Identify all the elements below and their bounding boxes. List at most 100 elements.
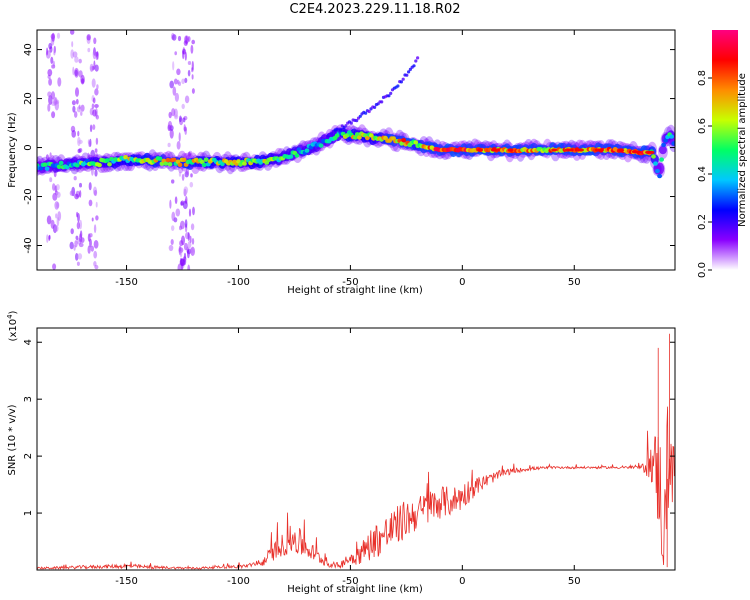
snr-plot-area: [37, 328, 675, 570]
spectrogram-noise-blob: [78, 70, 83, 78]
spectrogram-noise-blob: [72, 105, 76, 113]
spectrogram-noise-blob: [53, 96, 58, 106]
spectrogram-noise-blob: [95, 201, 98, 208]
spectrogram-noise-blob: [77, 253, 83, 260]
spectrogram-noise-blob: [184, 95, 190, 104]
spectrogram-marks: [37, 30, 675, 270]
spectrogram-branch-cell: [407, 70, 411, 74]
spectrogram-peak-cell: [598, 148, 605, 152]
snr-multiplier: (x104): [6, 310, 19, 341]
spectrogram-noise-blob: [47, 91, 52, 98]
spectrogram-ridge-cell: [123, 155, 128, 160]
spectrogram-noise-blob: [77, 212, 80, 223]
spectrogram-noise-blob: [54, 201, 59, 210]
spectrogram-noise-blob: [87, 47, 91, 53]
spectrogram-ridge-cell: [107, 162, 112, 167]
spectrogram-noise-blob: [78, 242, 84, 248]
spectrogram-noise-blob: [78, 104, 81, 110]
snr-axes: -150 -100 -50 0 50 1 2 3 4: [23, 328, 675, 587]
spectrogram-ytick-label: -40: [23, 237, 34, 253]
spectrogram-branch-cell: [399, 80, 403, 84]
spectrogram-noise-blob: [174, 114, 179, 120]
spectrogram-noise-blob: [190, 223, 195, 231]
spectrogram-noise-blob: [48, 78, 52, 86]
spectrogram-ridge-cell: [38, 166, 44, 171]
spectrogram-noise-blob: [184, 77, 188, 83]
colorbar-tick-label: 0.6: [697, 118, 708, 134]
spectrogram-branch-cell: [396, 84, 400, 88]
spectrogram-ridge-cell: [354, 132, 360, 137]
spectrogram-ridge-cell: [304, 148, 310, 153]
spectrogram-noise-blob: [89, 233, 93, 238]
spectrogram-noise-blob: [173, 78, 178, 85]
spectrogram-noise-blob: [172, 61, 175, 71]
spectrogram-noise-blob: [77, 130, 80, 137]
spectrogram-noise-blob: [96, 84, 99, 90]
spectrogram-noise-blob: [93, 250, 98, 259]
spectrogram-noise-blob: [187, 249, 190, 259]
spectrogram-noise-blob: [55, 213, 58, 219]
spectrogram-noise-blob: [191, 74, 194, 80]
spectrogram-noise-blob: [179, 240, 184, 247]
spectrogram-branch-cell: [373, 105, 377, 109]
spectrogram-noise-blob: [78, 139, 83, 144]
spectrogram-noise-blob: [89, 238, 92, 248]
spectrogram-ridge-cell: [167, 162, 173, 167]
spectrogram-branch-cell: [389, 91, 393, 95]
spectrogram-noise-blob: [184, 128, 187, 135]
spectrogram-noise-blob: [92, 49, 97, 60]
spectrogram-peak-cell: [494, 148, 500, 152]
spectrogram-axes: -150 -100 -50 0 50 -40 -20 0 20 40: [23, 30, 675, 288]
spectrogram-noise-blob: [182, 117, 186, 123]
spectrogram-noise-blob: [171, 211, 176, 222]
spectrogram-noise-blob: [75, 87, 79, 97]
spectrogram-ridge-cell: [97, 162, 102, 168]
spectrogram-ridge-cell: [294, 153, 300, 158]
spectrogram-peak-cell: [635, 150, 642, 154]
spectrogram-noise-blob: [56, 184, 60, 191]
spectrogram-peak-cell: [477, 148, 484, 152]
spectrogram-noise-blob: [78, 58, 82, 64]
spectrogram-branch-cell: [355, 119, 359, 123]
spectrogram-noise-blob: [71, 41, 74, 48]
spectrogram-branch-cell: [330, 131, 334, 135]
spectrogram-noise-blob: [46, 234, 49, 243]
spectrogram-branch-cell: [387, 94, 391, 98]
spectrogram-ridge-cell: [657, 173, 662, 179]
spectrogram-noise-blob: [176, 141, 181, 150]
snr-xtick-label: 0: [459, 576, 465, 587]
spectrogram-xtick-label: -150: [115, 277, 138, 288]
spectrogram-noise-blob: [70, 228, 74, 235]
spectrogram-ridge-cell: [58, 160, 64, 166]
spectrogram-branch-cell: [412, 64, 416, 68]
spectrogram-noise-blob: [56, 216, 60, 227]
spectrogram-peak-cell: [618, 148, 625, 152]
spectrogram-noise-blob: [172, 86, 177, 96]
spectrogram-noise-blob: [180, 201, 183, 206]
spectrogram-noise-blob: [50, 219, 55, 229]
spectrogram-ytick-label: -20: [23, 188, 34, 204]
spectrogram-noise-blob: [91, 103, 95, 109]
spectrogram-noise-blob: [79, 190, 82, 198]
spectrogram-noise-blob: [88, 199, 93, 207]
spectrogram-noise-blob: [87, 245, 91, 254]
snr-ytick-label: 1: [23, 510, 34, 516]
spectrogram-noise-blob: [168, 111, 172, 119]
spectrogram-ridge-cell: [399, 141, 405, 146]
spectrogram-noise-blob: [94, 88, 99, 96]
spectrogram-noise-blob: [86, 34, 91, 41]
spectrogram-noise-blob: [49, 177, 53, 183]
spectrogram-noise-blob: [187, 232, 190, 241]
spectrogram-noise-blob: [177, 35, 182, 42]
spectrogram-ytick-label: 40: [23, 43, 34, 56]
spectrogram-noise-blob: [191, 39, 195, 45]
spectrogram-branch-cell: [339, 128, 343, 132]
spectrogram-noise-blob: [188, 208, 192, 217]
spectrogram-noise-blob: [178, 132, 181, 142]
spectrogram-noise-blob: [76, 221, 81, 230]
spectrogram-ridge-cell: [105, 158, 110, 163]
spectrogram-noise-blob: [179, 115, 182, 123]
spectrogram-noise-blob: [74, 240, 78, 248]
spectrogram-noise-blob: [90, 149, 96, 160]
